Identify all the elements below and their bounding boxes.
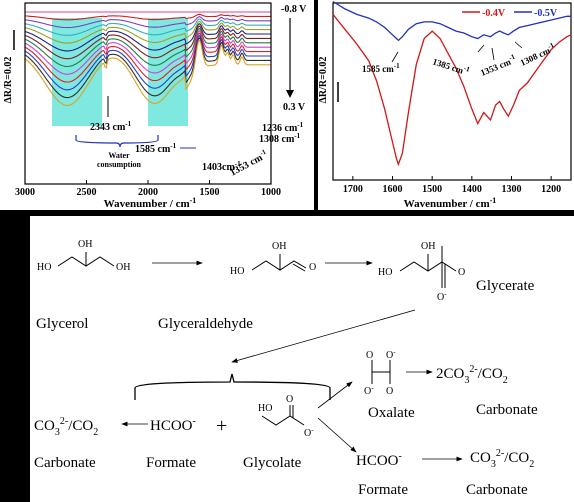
right-x-ticks: 1700 1600 1500 1400 1300 1200 xyxy=(343,176,561,195)
glycolate-label: Glycolate xyxy=(243,455,302,471)
glycolate-ho: HO xyxy=(258,403,272,414)
glycerate-label: Glycerate xyxy=(476,278,535,294)
annot-1308: 1308 cm-1 xyxy=(259,132,301,145)
right-x-tick-label: 1600 xyxy=(383,184,403,195)
left-y-axis-label: ΔR/R=0.02 xyxy=(3,57,14,104)
right-x-tick-label: 1400 xyxy=(462,184,482,195)
scheme-panel: HO OH OH Glycerol HO OH O Glyceraldehyde… xyxy=(30,216,574,502)
r-annot-1308-pointer xyxy=(514,41,523,49)
left-potential-arrowhead xyxy=(286,90,294,98)
oxalate-carbonate-label: Carbonate xyxy=(476,402,538,418)
left-series-line-4 xyxy=(24,18,271,36)
right-x-tick-label: 1200 xyxy=(541,184,561,195)
left-x-axis-label: Wavenumber / cm-1 xyxy=(104,196,197,210)
arrow-glycerate-split xyxy=(231,309,416,363)
glycerol-oh2: OH xyxy=(78,239,92,250)
arrow-glycolate-oxalate xyxy=(317,381,353,409)
formate-formula: HCOO- xyxy=(150,416,196,434)
glycerate-ho: HO xyxy=(378,267,392,278)
water-consumption-brace xyxy=(75,135,159,148)
glyceraldehyde-o: O xyxy=(309,262,316,273)
left-x-tick-label: 3000 xyxy=(15,187,35,198)
left-series-line-9 xyxy=(24,30,271,75)
legend-label-04: -0.4V xyxy=(482,8,506,19)
annot-water-1: Water xyxy=(108,151,130,160)
glycerate-o: O xyxy=(458,267,465,278)
left-series-line-5 xyxy=(24,20,271,44)
left-series-line-6 xyxy=(24,23,271,52)
left-series-line-3 xyxy=(24,16,271,29)
annot-water-2: consumption xyxy=(97,160,142,169)
formate2-carbonate-label: Carbonate xyxy=(466,482,528,498)
oxalate-o3: O- xyxy=(364,384,374,397)
formate2-formula: HCOO- xyxy=(356,451,402,469)
formate2-label: Formate xyxy=(358,482,408,498)
right-panel: 1700 1600 1500 1400 1300 1200 Wavenumber / cm… xyxy=(318,0,574,210)
right-x-axis-label: Wavenumber / cm-1 xyxy=(404,196,497,210)
glycerol-oh1: HO xyxy=(37,262,51,273)
annot-1403: 1403cm-1 xyxy=(202,160,241,173)
right-series-line-04 xyxy=(332,13,572,167)
left-series-group xyxy=(24,11,271,106)
carbonate-left-label: Carbonate xyxy=(34,455,96,471)
r-annot-1585: 1585 cm-1 xyxy=(362,62,400,74)
oxalate-o4: O xyxy=(386,386,393,397)
left-x-ticks: 3000 2500 2000 1500 1000 xyxy=(15,180,281,198)
left-x-tick-label: 2500 xyxy=(77,187,97,198)
right-series-line-05 xyxy=(332,0,571,42)
left-x-tick-label: 1000 xyxy=(261,187,281,198)
plus-sign: + xyxy=(216,415,227,437)
right-legend: -0.4V -0.5V xyxy=(462,8,558,19)
glycerol-oh3: OH xyxy=(116,262,130,273)
oxalate-o2: O- xyxy=(386,348,396,361)
oxalate-o1: O xyxy=(366,350,373,361)
legend-label-05: -0.5V xyxy=(534,8,558,19)
left-series-line-2 xyxy=(24,13,271,21)
r-annot-1353-pointer xyxy=(491,47,495,61)
arrow-glycolate-formate xyxy=(317,417,357,453)
left-panel: 3000 2500 2000 1500 1000 Wavenumber / cm-1 Δ… xyxy=(0,0,314,210)
left-x-tick-label: 2000 xyxy=(138,187,158,198)
annot-2343: 2343 cm-1 xyxy=(90,120,132,133)
right-plot-frame xyxy=(332,2,572,181)
formate-label-left: Formate xyxy=(146,455,196,471)
glycerate-o-minus: O- xyxy=(437,290,447,303)
glycolate-o: O xyxy=(286,394,293,405)
annot-1585: 1585 cm-1 xyxy=(135,142,177,155)
oxalate-label: Oxalate xyxy=(368,405,415,421)
glycerol-label: Glycerol xyxy=(36,316,88,332)
right-y-axis-label: ΔR/R=0.02 xyxy=(318,57,329,104)
right-x-tick-label: 1300 xyxy=(502,184,522,195)
glycerate-oh: OH xyxy=(421,241,435,252)
left-x-tick-label: 1500 xyxy=(200,187,220,198)
r-annot-1585-pointer xyxy=(391,51,399,63)
glycerol-structure xyxy=(57,252,115,267)
left-series-line-10 xyxy=(24,32,271,83)
glycerate-structure xyxy=(399,246,457,288)
glycolate-structure xyxy=(261,405,305,426)
glyceraldehyde-oh: OH xyxy=(272,241,286,252)
glycolate-o-minus: O- xyxy=(304,426,314,439)
right-x-tick-label: 1500 xyxy=(422,184,442,195)
left-series-line-7 xyxy=(24,25,271,60)
left-series-line-8 xyxy=(24,27,271,68)
oxalate-structure xyxy=(371,360,391,384)
right-series-group xyxy=(332,0,572,167)
split-bracket xyxy=(134,373,331,400)
r-annot-1385-pointer xyxy=(477,44,485,53)
glyceraldehyde-ho: HO xyxy=(230,266,244,277)
left-highlight-band-2 xyxy=(148,18,188,126)
annot-1236: 1236 cm-1 xyxy=(262,121,304,134)
left-series-line-13 xyxy=(24,39,271,106)
left-potential-bottom: 0.3 V xyxy=(283,102,306,113)
left-series-line-11 xyxy=(24,34,271,91)
glyceraldehyde-label: Glyceraldehyde xyxy=(158,316,253,332)
left-potential-top: -0.8 V xyxy=(281,4,307,15)
glyceraldehyde-structure xyxy=(251,254,307,272)
right-x-tick-label: 1700 xyxy=(343,184,363,195)
left-series-line-12 xyxy=(24,37,271,99)
